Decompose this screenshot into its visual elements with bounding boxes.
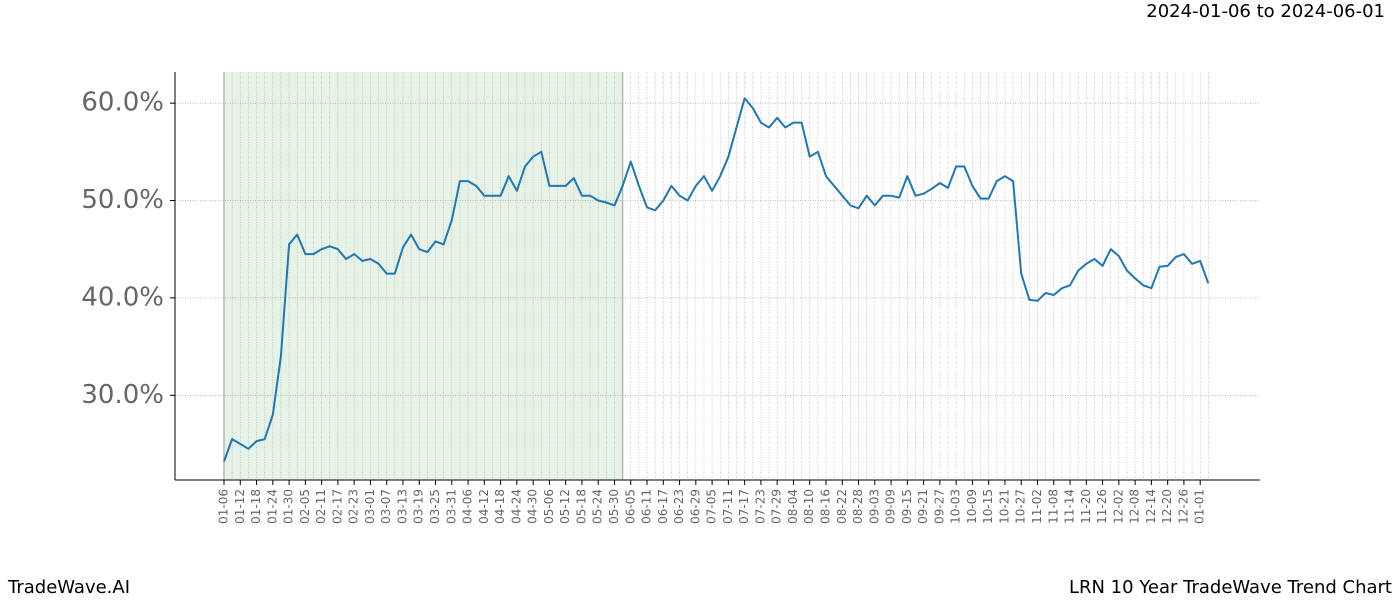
chart-title: LRN 10 Year TradeWave Trend Chart: [1069, 577, 1392, 598]
x-tick-label: 05-30: [607, 489, 621, 524]
y-tick-label: 30.0%: [81, 380, 164, 410]
x-tick-label: 03-07: [379, 489, 393, 524]
x-tick-label: 06-05: [623, 489, 637, 524]
x-tick-label: 01-18: [249, 489, 263, 524]
x-tick-label: 12-26: [1176, 489, 1190, 524]
x-tick-label: 10-09: [965, 489, 979, 524]
x-tick-label: 03-13: [395, 489, 409, 524]
x-tick-label: 08-10: [802, 489, 816, 524]
x-tick-label: 01-24: [265, 489, 279, 524]
x-tick-label: 10-03: [949, 489, 963, 524]
x-tick-label: 07-11: [721, 489, 735, 524]
x-tick-label: 02-11: [314, 489, 328, 524]
x-tick-label: 12-02: [1111, 489, 1125, 524]
x-tick-label: 01-01: [1193, 489, 1207, 524]
x-tick-label: 05-12: [558, 489, 572, 524]
x-tick-label: 02-17: [330, 489, 344, 524]
x-tick-label: 11-02: [1030, 489, 1044, 524]
y-tick-label: 40.0%: [81, 282, 164, 312]
x-tick-label: 02-05: [298, 489, 312, 524]
x-tick-label: 02-23: [347, 489, 361, 524]
x-tick-label: 09-03: [867, 489, 881, 524]
x-tick-label: 03-25: [428, 489, 442, 524]
x-tick-label: 05-24: [591, 489, 605, 524]
x-tick-label: 12-14: [1144, 489, 1158, 524]
x-tick-label: 01-06: [217, 489, 231, 524]
x-tick-label: 09-09: [884, 489, 898, 524]
y-tick-label: 60.0%: [81, 88, 164, 118]
x-tick-label: 09-21: [916, 489, 930, 524]
x-tick-label: 07-05: [705, 489, 719, 524]
brand: TradeWave.AI: [7, 577, 130, 598]
x-tick-label: 11-20: [1079, 489, 1093, 524]
x-tick-label: 06-17: [656, 489, 670, 524]
x-tick-label: 06-11: [640, 489, 654, 524]
x-tick-label: 04-06: [461, 489, 475, 524]
x-tick-label: 09-27: [932, 489, 946, 524]
data-line: [223, 97, 1210, 462]
x-tick-label: 10-21: [997, 489, 1011, 524]
x-tick-label: 06-29: [688, 489, 702, 524]
x-tick-label: 05-06: [542, 489, 556, 524]
x-tick-label: 04-30: [526, 489, 540, 524]
x-tick-label: 03-19: [412, 489, 426, 524]
date-range: 2024-01-06 to 2024-06-01: [1146, 1, 1385, 22]
x-tick-label: 07-29: [770, 489, 784, 524]
x-tick-label: 09-15: [900, 489, 914, 524]
x-tick-label: 06-23: [672, 489, 686, 524]
y-tick-label: 50.0%: [81, 185, 164, 215]
x-tick-label: 04-24: [509, 489, 523, 524]
x-tick-label: 08-28: [851, 489, 865, 524]
x-tick-label: 03-01: [363, 489, 377, 524]
x-tick-label: 03-31: [444, 489, 458, 524]
x-tick-label: 11-14: [1063, 489, 1077, 524]
x-tick-label: 04-18: [493, 489, 507, 524]
x-tick-label: 04-12: [477, 489, 491, 524]
x-tick-label: 07-17: [737, 489, 751, 524]
x-tick-label: 10-27: [1014, 489, 1028, 524]
x-tick-label: 08-16: [818, 489, 832, 524]
x-tick-label: 12-20: [1160, 489, 1174, 524]
highlight-region: [224, 72, 623, 480]
x-tick-label: 10-15: [981, 489, 995, 524]
x-tick-label: 08-22: [835, 489, 849, 524]
x-tick-label: 11-26: [1095, 489, 1109, 524]
x-tick-label: 11-08: [1046, 489, 1060, 524]
plot: [223, 97, 1210, 462]
x-tick-label: 08-04: [786, 489, 800, 524]
x-tick-label: 07-23: [753, 489, 767, 524]
x-tick-label: 12-08: [1128, 489, 1142, 524]
x-tick-label: 01-30: [282, 489, 296, 524]
x-tick-label: 05-18: [574, 489, 588, 524]
x-tick-label: 01-12: [233, 489, 247, 524]
grid: [175, 72, 1260, 480]
